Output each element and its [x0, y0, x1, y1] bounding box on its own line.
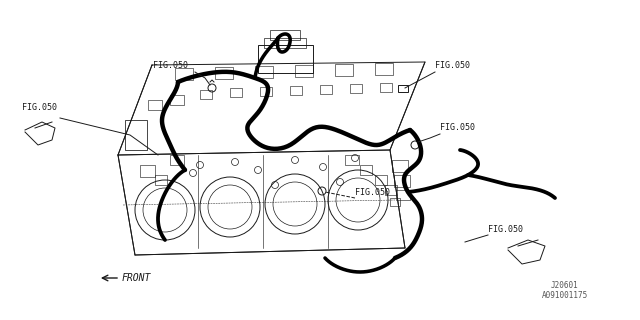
Bar — [264, 38, 306, 48]
Bar — [396, 190, 410, 200]
Text: A091001175: A091001175 — [542, 291, 588, 300]
Text: FIG.050: FIG.050 — [488, 225, 523, 234]
Bar — [215, 67, 233, 79]
Text: J20601: J20601 — [551, 281, 579, 290]
Bar — [255, 66, 273, 78]
Bar — [290, 86, 302, 95]
Text: FIG.050: FIG.050 — [153, 61, 188, 70]
Text: FIG.050: FIG.050 — [355, 188, 390, 197]
Bar — [375, 175, 387, 185]
Bar — [230, 88, 242, 97]
Bar — [380, 83, 392, 92]
Bar — [295, 65, 313, 77]
Bar — [320, 85, 332, 94]
Bar — [398, 85, 408, 92]
Bar — [394, 175, 410, 187]
Text: FIG.050: FIG.050 — [440, 123, 475, 132]
Text: FIG.050: FIG.050 — [435, 61, 470, 70]
Bar — [175, 68, 193, 80]
Bar — [270, 30, 300, 40]
Bar — [360, 165, 372, 175]
Bar — [392, 160, 408, 172]
Bar — [148, 100, 162, 110]
Bar — [155, 175, 167, 185]
Text: FIG.050: FIG.050 — [22, 103, 57, 112]
Bar — [350, 84, 362, 93]
Bar — [385, 185, 397, 195]
Bar — [125, 120, 147, 150]
Bar — [375, 63, 393, 75]
Bar — [140, 165, 155, 177]
Bar — [258, 45, 313, 73]
Bar — [260, 87, 272, 96]
Bar — [345, 155, 359, 165]
Bar — [390, 198, 400, 206]
Bar — [335, 64, 353, 76]
Bar — [170, 155, 184, 165]
Bar — [170, 95, 184, 105]
Bar — [200, 90, 212, 99]
Text: FRONT: FRONT — [122, 273, 152, 283]
